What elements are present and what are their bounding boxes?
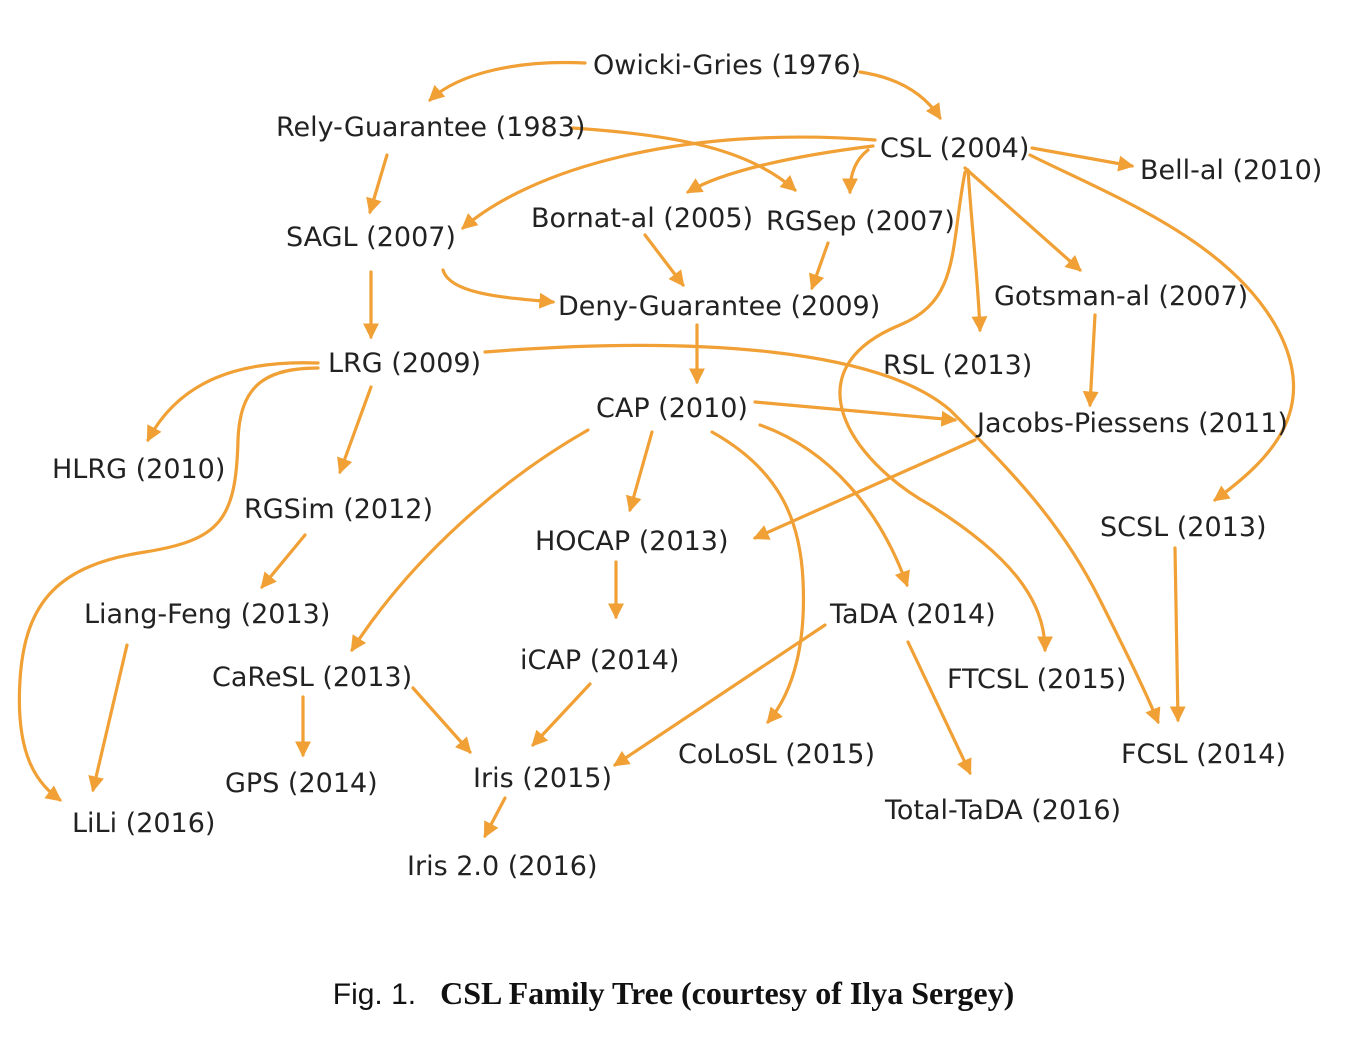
edge-csl-to-bell [1030, 146, 1135, 172]
node-deny-guarantee: Deny-Guarantee (2009) [558, 291, 880, 322]
edge-cap-to-colosl [710, 430, 806, 724]
node-total-tada: Total-TaDA (2016) [884, 795, 1121, 826]
edge-cap-to-jacobs [753, 400, 958, 427]
edge-csl-to-gotsman [963, 166, 1082, 272]
node-cap: CAP (2010) [596, 393, 748, 424]
node-gotsman-al: Gotsman-al (2007) [994, 281, 1248, 312]
edge-jacobs-to-hocap [752, 438, 977, 540]
node-tada: TaDA (2014) [829, 599, 996, 630]
node-caresl: CaReSL (2013) [212, 662, 412, 693]
node-hocap: HOCAP (2013) [535, 526, 729, 557]
edge-owicki-to-rely [428, 60, 587, 102]
figure-caption: Fig. 1. CSL Family Tree (courtesy of Ilya… [0, 975, 1347, 1012]
edge-sagl-to-deny [441, 268, 556, 309]
edge-liangfeng-to-lili [88, 643, 129, 793]
node-iris: Iris (2015) [473, 763, 612, 794]
edge-tada-to-iris [613, 623, 827, 767]
node-csl: CSL (2004) [880, 133, 1029, 164]
node-ftcsl: FTCSL (2015) [947, 664, 1126, 695]
node-lili: LiLi (2016) [72, 808, 215, 839]
node-sagl: SAGL (2007) [286, 222, 456, 253]
node-colosl: CoLoSL (2015) [678, 739, 875, 770]
edge-rely-to-rgsep [570, 126, 797, 192]
figure-number: Fig. 1. [332, 978, 417, 1011]
edge-owicki-to-csl [858, 70, 942, 121]
node-owicki-gries: Owicki-Gries (1976) [593, 50, 861, 81]
edge-tada-to-totaltada [906, 640, 972, 776]
node-jacobs-piessens: Jacobs-Piessens (2011) [975, 408, 1288, 439]
figure-title: CSL Family Tree (courtesy of Ilya Sergey… [440, 975, 1015, 1011]
edge-cap-to-hocap [625, 430, 654, 513]
node-bell-al: Bell-al (2010) [1140, 155, 1322, 186]
node-rely-guarantee: Rely-Guarantee (1983) [276, 112, 585, 143]
edge-iris-to-iris2 [483, 796, 507, 839]
node-liang-feng: Liang-Feng (2013) [84, 599, 330, 630]
node-fcsl: FCSL (2014) [1121, 739, 1286, 770]
edge-bornat-to-deny [643, 233, 685, 287]
edge-csl-to-bornat [685, 144, 875, 194]
node-hlrg: HLRG (2010) [52, 454, 225, 485]
edge-lrg-to-hlrg [146, 361, 320, 443]
edge-scsl-to-fcsl [1169, 546, 1186, 723]
edges-group [17, 60, 1296, 839]
node-rsl: RSL (2013) [883, 350, 1032, 381]
node-gps: GPS (2014) [225, 768, 378, 799]
edge-rgsep-to-deny [809, 241, 830, 291]
edge-lrg-to-lili [17, 366, 320, 802]
edge-rgsim-to-liangfeng [260, 533, 307, 589]
edge-csl-to-rgsep [842, 148, 870, 195]
edge-rely-to-sagl [366, 153, 389, 215]
edge-caresl-to-iris [411, 686, 472, 754]
edge-icap-to-iris [531, 682, 592, 747]
node-scsl: SCSL (2013) [1100, 512, 1267, 543]
edge-csl-to-rsl [966, 168, 988, 333]
node-icap: iCAP (2014) [520, 645, 679, 676]
node-lrg: LRG (2009) [328, 348, 481, 379]
node-labels: Owicki-Gries (1976) Rely-Guarantee (1983… [52, 50, 1322, 882]
edge-csl-to-ftcsl [838, 170, 1053, 653]
edge-cap-to-tada [758, 423, 910, 588]
edge-gotsman-to-jacobs [1082, 313, 1099, 408]
node-rgsep: RGSep (2007) [766, 206, 955, 237]
edge-cap-to-caresl [350, 428, 590, 653]
edge-lrg-to-rgsim [337, 385, 373, 475]
node-bornat-al: Bornat-al (2005) [531, 203, 753, 234]
edge-csl-to-scsl [1028, 153, 1296, 502]
node-iris2: Iris 2.0 (2016) [407, 851, 598, 882]
edge-csl-to-sagl [461, 135, 877, 230]
node-rgsim: RGSim (2012) [244, 494, 433, 525]
edge-lrg-to-fcsl [483, 343, 1161, 725]
